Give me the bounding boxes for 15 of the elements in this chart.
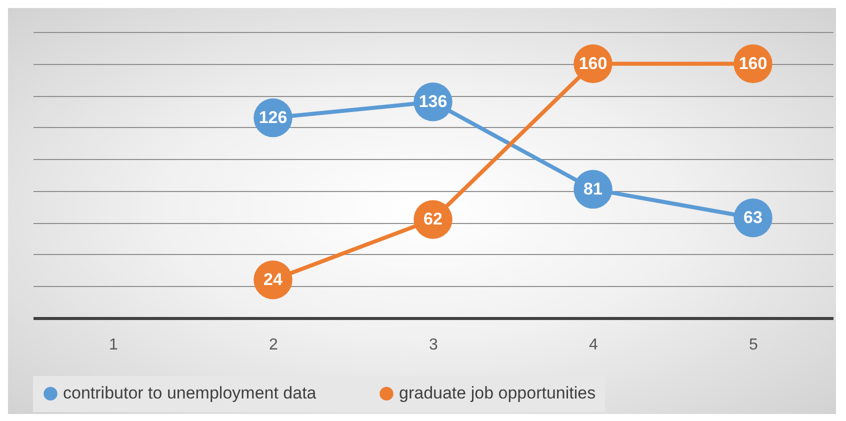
data-label: 81 <box>584 179 602 198</box>
x-tick-label: 5 <box>749 336 758 354</box>
data-label: 136 <box>418 92 448 111</box>
data-label: 63 <box>744 208 762 227</box>
data-label: 126 <box>258 108 288 127</box>
x-tick-label: 3 <box>429 336 438 354</box>
data-label: 62 <box>424 209 442 228</box>
data-label: 24 <box>264 270 283 289</box>
data-label: 160 <box>738 54 768 73</box>
x-tick-label: 4 <box>589 336 598 354</box>
data-label: 160 <box>578 54 608 73</box>
x-tick-label: 2 <box>269 336 278 354</box>
legend-label: contributor to unemployment data <box>63 384 317 403</box>
legend-label: graduate job opportunities <box>399 384 596 403</box>
x-tick-label: 1 <box>109 336 118 354</box>
